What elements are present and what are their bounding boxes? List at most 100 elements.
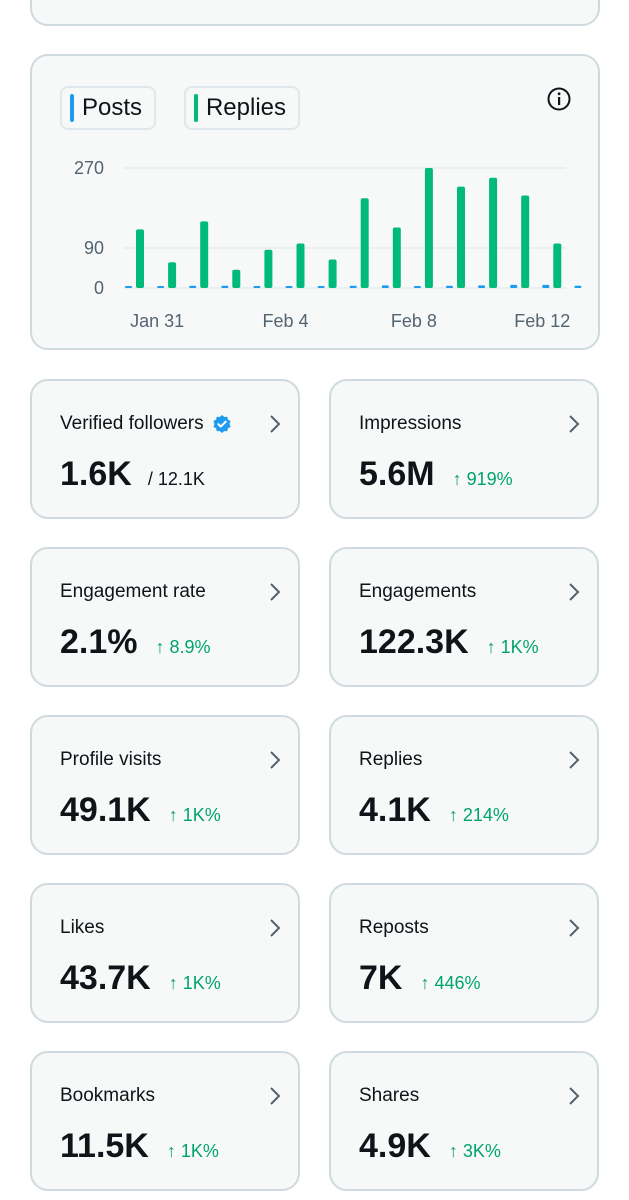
legend-replies-toggle[interactable]: Replies xyxy=(184,86,300,130)
stat-change: ↑ 919% xyxy=(452,469,513,489)
stat-value-row: 4.1K ↑ 214% xyxy=(359,791,509,830)
stat-label: Shares xyxy=(359,1085,420,1106)
y-tick-label: 270 xyxy=(74,158,104,178)
posts-bar xyxy=(253,286,261,288)
stat-value: 2.1% xyxy=(60,623,138,661)
replies-bar xyxy=(200,221,209,288)
stat-label: Verified followers xyxy=(60,413,232,435)
stat-label: Replies xyxy=(359,749,423,770)
chevron-right-icon xyxy=(569,1087,580,1105)
info-icon[interactable] xyxy=(546,86,572,112)
posts-bar xyxy=(478,285,486,288)
chevron-right-icon xyxy=(270,751,281,769)
replies-bar xyxy=(392,227,401,288)
posts-bar xyxy=(349,285,357,288)
stat-value: 4.9K xyxy=(359,1127,431,1165)
stat-change: ↑ 1K% xyxy=(168,973,221,993)
stat-label: Bookmarks xyxy=(60,1085,156,1106)
stat-card-shares[interactable]: Shares 4.9K ↑ 3K% xyxy=(329,1051,599,1191)
posts-bar xyxy=(542,284,550,288)
stat-subvalue: / 12.1K xyxy=(147,469,205,489)
posts-bar xyxy=(221,285,229,288)
stat-label: Engagement rate xyxy=(60,581,206,602)
stat-change: ↑ 214% xyxy=(448,805,509,825)
replies-bar xyxy=(328,259,337,288)
stat-card-impressions[interactable]: Impressions 5.6M ↑ 919% xyxy=(329,379,599,519)
stat-value: 1.6K xyxy=(60,455,132,493)
stat-change: ↑ 1K% xyxy=(486,637,539,657)
posts-bar xyxy=(189,285,197,288)
stat-change: ↑ 446% xyxy=(420,973,481,993)
activity-chart-card: Posts Replies 270 90 0 Jan 31 Feb 4 Feb 8 Feb … xyxy=(30,54,600,350)
stat-card-reposts[interactable]: Reposts 7K ↑ 446% xyxy=(329,883,599,1023)
chevron-right-icon xyxy=(569,583,580,601)
stat-value: 122.3K xyxy=(359,623,469,661)
stat-label: Reposts xyxy=(359,917,429,938)
replies-bar xyxy=(553,243,562,288)
stat-value-row: 4.9K ↑ 3K% xyxy=(359,1127,501,1166)
chevron-right-icon xyxy=(569,919,580,937)
legend-posts-toggle[interactable]: Posts xyxy=(60,86,156,130)
x-tick-label: Jan 31 xyxy=(130,311,184,331)
x-tick-label: Feb 12 xyxy=(514,311,570,331)
stat-value: 4.1K xyxy=(359,791,431,829)
stat-card-engagement-rate[interactable]: Engagement rate 2.1% ↑ 8.9% xyxy=(30,547,300,687)
posts-bar xyxy=(510,284,518,288)
replies-bar xyxy=(168,262,177,288)
stat-card-engagements[interactable]: Engagements 122.3K ↑ 1K% xyxy=(329,547,599,687)
stat-value-row: 5.6M ↑ 919% xyxy=(359,455,513,494)
legend-posts-label: Posts xyxy=(81,94,142,121)
replies-swatch xyxy=(194,94,198,122)
replies-bar xyxy=(521,195,530,288)
stat-label: Likes xyxy=(60,917,105,938)
stat-card-profile-visits[interactable]: Profile visits 49.1K ↑ 1K% xyxy=(30,715,300,855)
stat-value: 43.7K xyxy=(60,959,151,997)
stat-label-text: Verified followers xyxy=(60,413,204,434)
stat-value-row: 49.1K ↑ 1K% xyxy=(60,791,221,830)
chevron-right-icon xyxy=(270,919,281,937)
chevron-right-icon xyxy=(569,751,580,769)
replies-bar xyxy=(457,186,465,288)
posts-bar xyxy=(285,286,293,288)
stat-card-likes[interactable]: Likes 43.7K ↑ 1K% xyxy=(30,883,300,1023)
stat-value: 49.1K xyxy=(60,791,151,829)
replies-bar xyxy=(232,269,241,288)
replies-bar xyxy=(424,168,433,288)
legend-replies-label: Replies xyxy=(205,94,286,121)
stat-value-row: 11.5K ↑ 1K% xyxy=(60,1127,219,1166)
y-tick-label: 90 xyxy=(84,238,104,258)
replies-bar xyxy=(264,249,273,288)
stat-value-row: 7K ↑ 446% xyxy=(359,959,481,998)
posts-bar xyxy=(446,285,453,288)
replies-bar xyxy=(296,243,305,288)
posts-swatch xyxy=(70,94,74,122)
x-tick-label: Feb 8 xyxy=(391,311,437,331)
stat-change: ↑ 8.9% xyxy=(155,637,211,657)
stat-change: ↑ 1K% xyxy=(166,1141,219,1161)
stat-change: ↑ 3K% xyxy=(448,1141,501,1161)
posts-bar xyxy=(381,285,389,288)
stat-value-row: 1.6K / 12.1K xyxy=(60,455,205,494)
replies-bar xyxy=(360,198,369,288)
x-tick-label: Feb 4 xyxy=(262,311,308,331)
stat-change: ↑ 1K% xyxy=(168,805,221,825)
stat-value: 5.6M xyxy=(359,455,435,493)
activity-bar-chart: 270 90 0 Jan 31 Feb 4 Feb 8 Feb 12 xyxy=(74,158,582,331)
stat-card-bookmarks[interactable]: Bookmarks 11.5K ↑ 1K% xyxy=(30,1051,300,1191)
stat-value-row: 43.7K ↑ 1K% xyxy=(60,959,221,998)
posts-bar xyxy=(157,286,165,288)
stat-label: Engagements xyxy=(359,581,477,602)
posts-bar xyxy=(413,286,421,288)
chevron-right-icon xyxy=(569,415,580,433)
replies-bar xyxy=(489,177,498,288)
chevron-right-icon xyxy=(270,415,281,433)
stat-card-replies[interactable]: Replies 4.1K ↑ 214% xyxy=(329,715,599,855)
chevron-right-icon xyxy=(270,583,281,601)
stat-value-row: 122.3K ↑ 1K% xyxy=(359,623,539,662)
posts-bar xyxy=(125,286,132,288)
stat-value: 7K xyxy=(359,959,403,997)
stat-value-row: 2.1% ↑ 8.9% xyxy=(60,623,211,662)
stat-label: Impressions xyxy=(359,413,462,434)
stat-card-verified-followers[interactable]: Verified followers 1.6K / 12.1K xyxy=(30,379,300,519)
chevron-right-icon xyxy=(270,1087,281,1105)
